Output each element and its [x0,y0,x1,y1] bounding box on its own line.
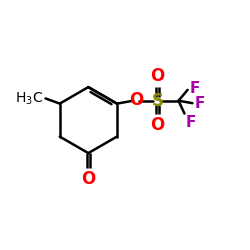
Text: S: S [152,92,164,110]
Text: F: F [194,96,205,111]
Text: H$_3$C: H$_3$C [16,90,44,107]
Text: O: O [150,67,165,85]
Text: O: O [129,91,144,109]
Text: F: F [186,115,196,130]
Text: O: O [81,170,96,188]
Text: F: F [190,82,200,96]
Text: O: O [150,116,165,134]
